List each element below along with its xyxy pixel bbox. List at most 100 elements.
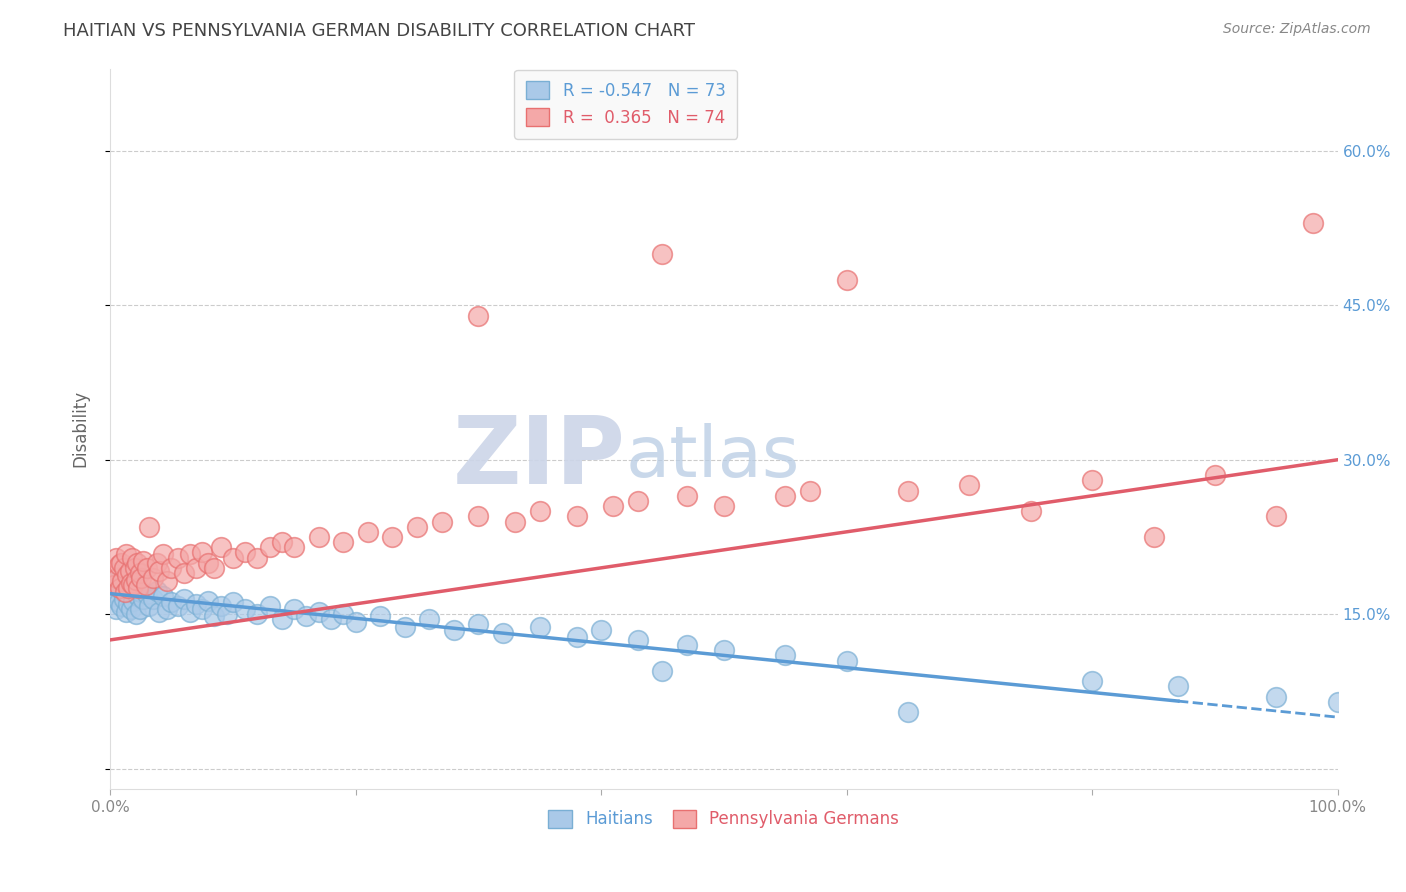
Point [135,586,157,600]
Point [529,619,551,633]
Point [1204,468,1226,483]
Y-axis label: Disability: Disability [72,391,89,467]
Point [111,583,134,598]
Point [1265,690,1288,704]
Point [204,609,226,624]
Point [110,556,132,570]
Point [115,605,138,619]
Point [107,571,129,585]
Text: HAITIAN VS PENNSYLVANIA GERMAN DISABILITY CORRELATION CHART: HAITIAN VS PENNSYLVANIA GERMAN DISABILIT… [63,22,696,40]
Point [145,556,167,570]
Point [121,582,143,596]
Point [259,541,281,555]
Point [132,554,155,568]
Point [835,653,858,667]
Legend: Haitians, Pennsylvania Germans: Haitians, Pennsylvania Germans [541,803,905,835]
Point [142,571,165,585]
Point [1081,474,1104,488]
Point [215,607,238,622]
Point [676,638,699,652]
Point [418,612,440,626]
Point [1326,695,1348,709]
Point [107,595,129,609]
Point [173,591,195,606]
Point [103,578,125,592]
Point [135,561,157,575]
Point [117,582,139,596]
Point [122,594,145,608]
Point [467,617,489,632]
Point [112,591,135,606]
Point [492,625,515,640]
Point [127,589,149,603]
Point [308,605,330,619]
Point [344,615,367,630]
Point [166,550,188,565]
Point [467,509,489,524]
Point [602,499,624,513]
Point [117,568,139,582]
Point [115,548,138,562]
Point [565,630,588,644]
Point [145,583,167,598]
Point [246,550,269,565]
Point [121,550,143,565]
Point [138,599,160,613]
Point [142,591,165,606]
Point [283,602,305,616]
Point [271,535,294,549]
Point [191,602,214,616]
Point [209,541,232,555]
Point [283,541,305,555]
Point [152,548,174,562]
Point [271,612,294,626]
Point [1302,216,1324,230]
Point [114,576,136,591]
Point [105,550,128,565]
Point [179,605,201,619]
Point [1142,530,1164,544]
Point [957,478,980,492]
Point [184,561,207,575]
Point [155,574,177,589]
Point [799,483,821,498]
Point [332,535,354,549]
Point [124,561,146,575]
Text: ZIP: ZIP [453,412,626,504]
Point [503,515,526,529]
Point [152,589,174,603]
Point [565,509,588,524]
Point [148,605,170,619]
Point [117,578,139,592]
Text: Source: ZipAtlas.com: Source: ZipAtlas.com [1223,22,1371,37]
Text: atlas: atlas [626,423,800,492]
Point [529,504,551,518]
Point [101,566,124,580]
Point [246,607,269,622]
Point [135,578,157,592]
Point [138,519,160,533]
Point [773,648,796,663]
Point [114,584,136,599]
Point [430,515,453,529]
Point [368,609,391,624]
Point [122,578,145,592]
Point [197,594,219,608]
Point [308,530,330,544]
Point [259,599,281,613]
Point [222,550,245,565]
Point [357,524,380,539]
Point [112,561,135,575]
Point [120,576,142,591]
Point [295,609,318,624]
Point [160,595,183,609]
Point [651,664,673,678]
Point [108,582,131,596]
Point [110,599,132,613]
Point [125,573,148,587]
Point [467,309,489,323]
Point [173,566,195,580]
Point [105,602,128,616]
Point [1167,679,1189,693]
Point [103,589,125,603]
